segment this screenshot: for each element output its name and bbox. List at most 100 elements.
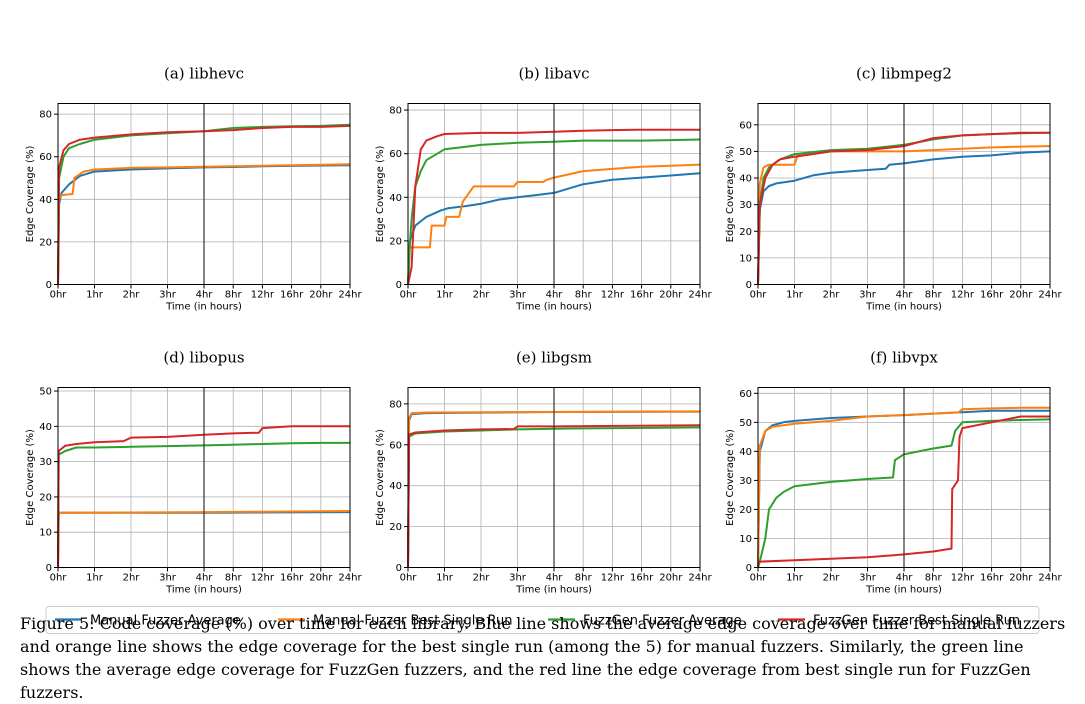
x-tick-label: 0hr: [400, 573, 418, 584]
x-tick-label: 24hr: [1038, 573, 1062, 584]
series-line-4: [407, 128, 700, 285]
series-line-4: [57, 124, 351, 285]
x-tick-label: 16hr: [630, 573, 654, 584]
series-line-2: [57, 163, 351, 285]
x-tick-label: 2hr: [123, 290, 141, 301]
subplot-5: 0 20 40 60 80 0hr 1hr 2hr 3hr 4hr 8hr 12hr 16hr 20hr 2…: [375, 349, 712, 596]
x-tick-label: 4hr: [896, 573, 914, 584]
legend-label: Manual Fuzzer Average: [90, 614, 241, 629]
x-tick-label: 12hr: [251, 573, 275, 584]
y-tick-label: 30: [39, 457, 52, 468]
legend-entry-1: Manual Fuzzer Average: [55, 614, 241, 629]
y-tick-label: 60: [39, 152, 52, 163]
x-tick-label: 3hr: [159, 290, 177, 301]
y-tick-label: 80: [39, 110, 52, 121]
y-tick-label: 0: [46, 280, 52, 291]
series-line-3: [407, 426, 701, 568]
x-tick-label: 4hr: [896, 290, 914, 301]
y-tick-label: 20: [739, 227, 752, 238]
legend-label: Manual Fuzzer Best Single Run: [313, 614, 512, 629]
x-tick-label: 3hr: [859, 290, 877, 301]
x-tick-label: 24hr: [338, 290, 362, 301]
x-tick-label: 0hr: [400, 290, 418, 301]
subplot-title: (c) libmpeg2: [856, 65, 952, 83]
subplot-2: 0 20 40 60 80 0hr 1hr 2hr 3hr 4hr 8hr 12hr 16hr 20hr 2…: [375, 65, 712, 313]
legend-label: FuzzGen Fuzzer Average: [583, 614, 742, 629]
x-tick-label: 4hr: [196, 573, 214, 584]
y-tick-label: 20: [389, 522, 402, 533]
series-line-2: [757, 406, 1050, 568]
x-tick-label: 0hr: [750, 573, 768, 584]
x-axis-label: Time (in hours): [865, 302, 942, 313]
series-line-4: [757, 415, 1050, 568]
y-tick-label: 50: [39, 387, 52, 398]
subplot-title: (a) libhevc: [164, 65, 244, 83]
x-tick-label: 3hr: [509, 573, 527, 584]
x-tick-label: 8hr: [925, 573, 943, 584]
y-axis-label: Edge Coverage (%): [25, 146, 36, 243]
y-tick-label: 0: [746, 563, 752, 574]
y-tick-label: 0: [46, 563, 52, 574]
x-tick-label: 24hr: [1038, 290, 1062, 301]
x-tick-label: 8hr: [575, 573, 593, 584]
y-tick-label: 40: [39, 195, 52, 206]
x-tick-label: 1hr: [86, 290, 104, 301]
y-tick-label: 60: [739, 120, 752, 131]
x-tick-label: 4hr: [546, 290, 564, 301]
series-line-3: [757, 418, 1051, 568]
subplot-title: (b) libavc: [518, 65, 589, 83]
subplot-1: 0 20 40 60 80 0hr 1hr 2hr 3hr 4hr 8hr 12hr 16hr 20hr 2…: [25, 65, 362, 313]
x-tick-label: 0hr: [50, 573, 68, 584]
series-line-3: [57, 441, 350, 568]
subplot-4: 0 10 20 30 40 50 0hr 1hr 2hr 3hr 4hr 8hr 12hr 16hr 20h…: [25, 349, 362, 596]
y-tick-label: 20: [39, 237, 52, 248]
x-tick-label: 12hr: [251, 290, 275, 301]
x-tick-label: 12hr: [601, 573, 625, 584]
x-tick-label: 8hr: [925, 290, 943, 301]
series-line-1: [407, 172, 701, 285]
x-tick-label: 1hr: [436, 573, 454, 584]
legend: Manual Fuzzer Average Manual Fuzzer Best …: [45, 606, 1040, 634]
y-tick-label: 10: [739, 534, 752, 545]
y-tick-label: 30: [739, 200, 752, 211]
y-tick-label: 20: [739, 505, 752, 516]
legend-entry-3: FuzzGen Fuzzer Average: [548, 614, 742, 629]
y-axis-label: Edge Coverage (%): [725, 429, 736, 526]
x-tick-label: 8hr: [225, 290, 243, 301]
series-line-4: [407, 424, 701, 568]
x-tick-label: 1hr: [786, 290, 804, 301]
x-tick-label: 3hr: [859, 573, 877, 584]
x-tick-label: 16hr: [280, 573, 304, 584]
x-tick-label: 4hr: [546, 573, 564, 584]
x-tick-label: 20hr: [1009, 290, 1033, 301]
x-tick-label: 20hr: [659, 290, 683, 301]
x-tick-label: 3hr: [159, 573, 177, 584]
y-tick-label: 50: [739, 418, 752, 429]
y-tick-label: 80: [389, 399, 402, 410]
y-tick-label: 0: [396, 280, 402, 291]
x-tick-label: 2hr: [823, 573, 841, 584]
y-tick-label: 10: [739, 253, 752, 264]
y-tick-label: 60: [739, 389, 752, 400]
x-tick-label: 1hr: [436, 290, 454, 301]
x-tick-label: 20hr: [1009, 573, 1033, 584]
x-tick-label: 16hr: [280, 290, 304, 301]
x-axis-label: Time (in hours): [865, 585, 942, 596]
x-axis-label: Time (in hours): [165, 585, 242, 596]
y-axis-label: Edge Coverage (%): [375, 429, 386, 526]
x-axis-label: Time (in hours): [165, 302, 242, 313]
y-tick-label: 50: [739, 147, 752, 158]
y-tick-label: 20: [389, 236, 402, 247]
x-tick-label: 1hr: [86, 573, 104, 584]
x-tick-label: 12hr: [951, 573, 975, 584]
y-tick-label: 10: [39, 528, 52, 539]
y-tick-label: 80: [389, 106, 402, 117]
x-tick-label: 16hr: [630, 290, 654, 301]
x-tick-label: 2hr: [123, 573, 141, 584]
x-tick-label: 20hr: [659, 573, 683, 584]
y-tick-label: 60: [389, 440, 402, 451]
x-tick-label: 2hr: [473, 290, 491, 301]
x-tick-label: 12hr: [951, 290, 975, 301]
y-tick-label: 40: [39, 422, 52, 433]
